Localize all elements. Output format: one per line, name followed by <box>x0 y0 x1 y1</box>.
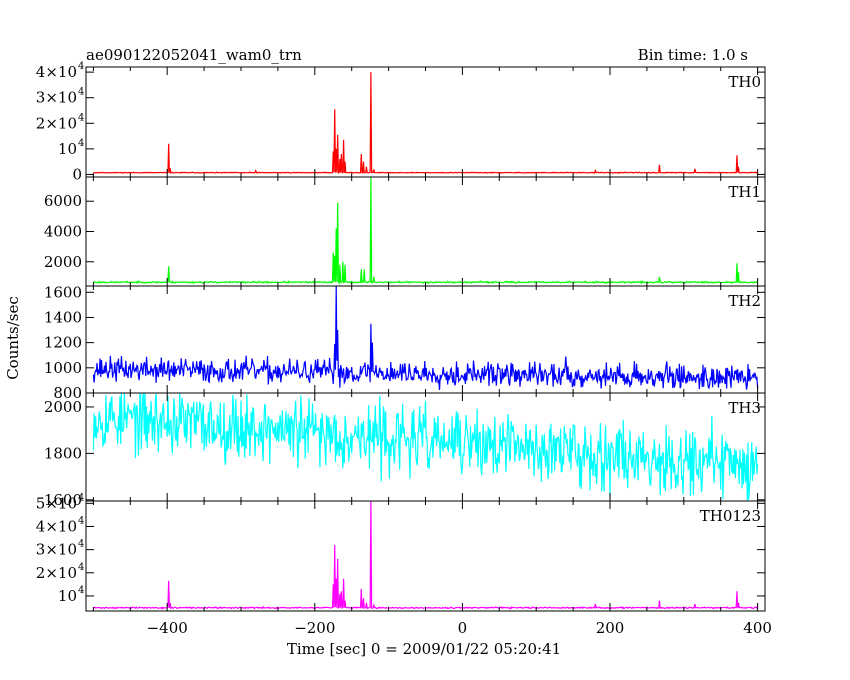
x-tick-label: −200 <box>294 619 335 637</box>
y-tick-exponent: 4 <box>78 515 84 526</box>
y-tick-label: 800 <box>53 384 82 402</box>
panel-th3: TH3 1600 1800 2000 <box>44 392 766 509</box>
y-tick-label: 2×10 <box>36 114 77 132</box>
y-axis-label: Counts/sec <box>4 296 22 380</box>
y-tick-label: 6000 <box>44 192 82 210</box>
y-tick-label: 4×10 <box>36 517 77 535</box>
y-tick-exponent: 4 <box>78 562 84 573</box>
panel-frame <box>85 500 766 612</box>
y-tick-exponent: 4 <box>78 112 84 123</box>
y-tick-label: 4000 <box>44 223 82 241</box>
y-tick-exponent: 4 <box>78 492 84 503</box>
y-tick-exponent: 4 <box>78 87 84 98</box>
y-tick-label: 2000 <box>44 398 82 416</box>
panel-th2: TH2 800 1000 1200 1400 1600 <box>44 283 766 402</box>
panel-frame <box>85 66 766 178</box>
y-tick-label: 2000 <box>44 253 82 271</box>
y-tick-label: 1600 <box>44 491 82 509</box>
y-tick-label: 0 <box>72 165 82 183</box>
y-tick-label: 1600 <box>44 283 82 301</box>
y-tick-exponent: 4 <box>78 138 84 149</box>
x-tick-label: −400 <box>147 619 188 637</box>
channel-label: TH1 <box>728 183 761 201</box>
y-tick-label: 5×10 <box>36 494 77 512</box>
x-axis-label: Time [sec] 0 = 2009/01/22 05:20:41 <box>287 640 561 658</box>
series-line-th3 <box>92 392 759 502</box>
y-tick-label: 4×10 <box>36 63 77 81</box>
chart-title: ae090122052041_wam0_trn <box>86 46 302 64</box>
x-tick-label: 0 <box>458 619 468 637</box>
series-line-th0 <box>93 72 759 175</box>
y-tick-label: 10 <box>58 140 77 158</box>
bin-time-label: Bin time: 1.0 s <box>638 46 748 64</box>
panel-th1: TH1 2000 4000 6000 <box>44 176 766 287</box>
series-line-th0123 <box>93 500 758 610</box>
y-tick-label: 1400 <box>44 308 82 326</box>
y-tick-exponent: 4 <box>78 585 84 596</box>
channel-label: TH0 <box>728 73 761 91</box>
channel-label: TH0123 <box>700 507 761 525</box>
y-tick-label: 2×10 <box>36 564 77 582</box>
y-tick-label: 1800 <box>44 444 82 462</box>
panel-frame <box>85 176 766 287</box>
channel-label: TH2 <box>728 292 761 310</box>
y-tick-label: 1200 <box>44 334 82 352</box>
x-tick-label: 400 <box>743 619 772 637</box>
y-tick-label: 3×10 <box>36 89 77 107</box>
y-tick-exponent: 4 <box>78 539 84 550</box>
x-tick-label: 200 <box>596 619 625 637</box>
y-tick-label: 10 <box>58 587 77 605</box>
series-line-th2 <box>92 285 759 390</box>
y-tick-exponent: 4 <box>78 61 84 72</box>
channel-label: TH3 <box>728 399 761 417</box>
series-line-th1 <box>92 176 758 285</box>
x-axis: −400 −200 0 200 400 <box>147 619 772 637</box>
y-tick-label: 3×10 <box>36 541 77 559</box>
y-tick-label: 1000 <box>44 359 82 377</box>
